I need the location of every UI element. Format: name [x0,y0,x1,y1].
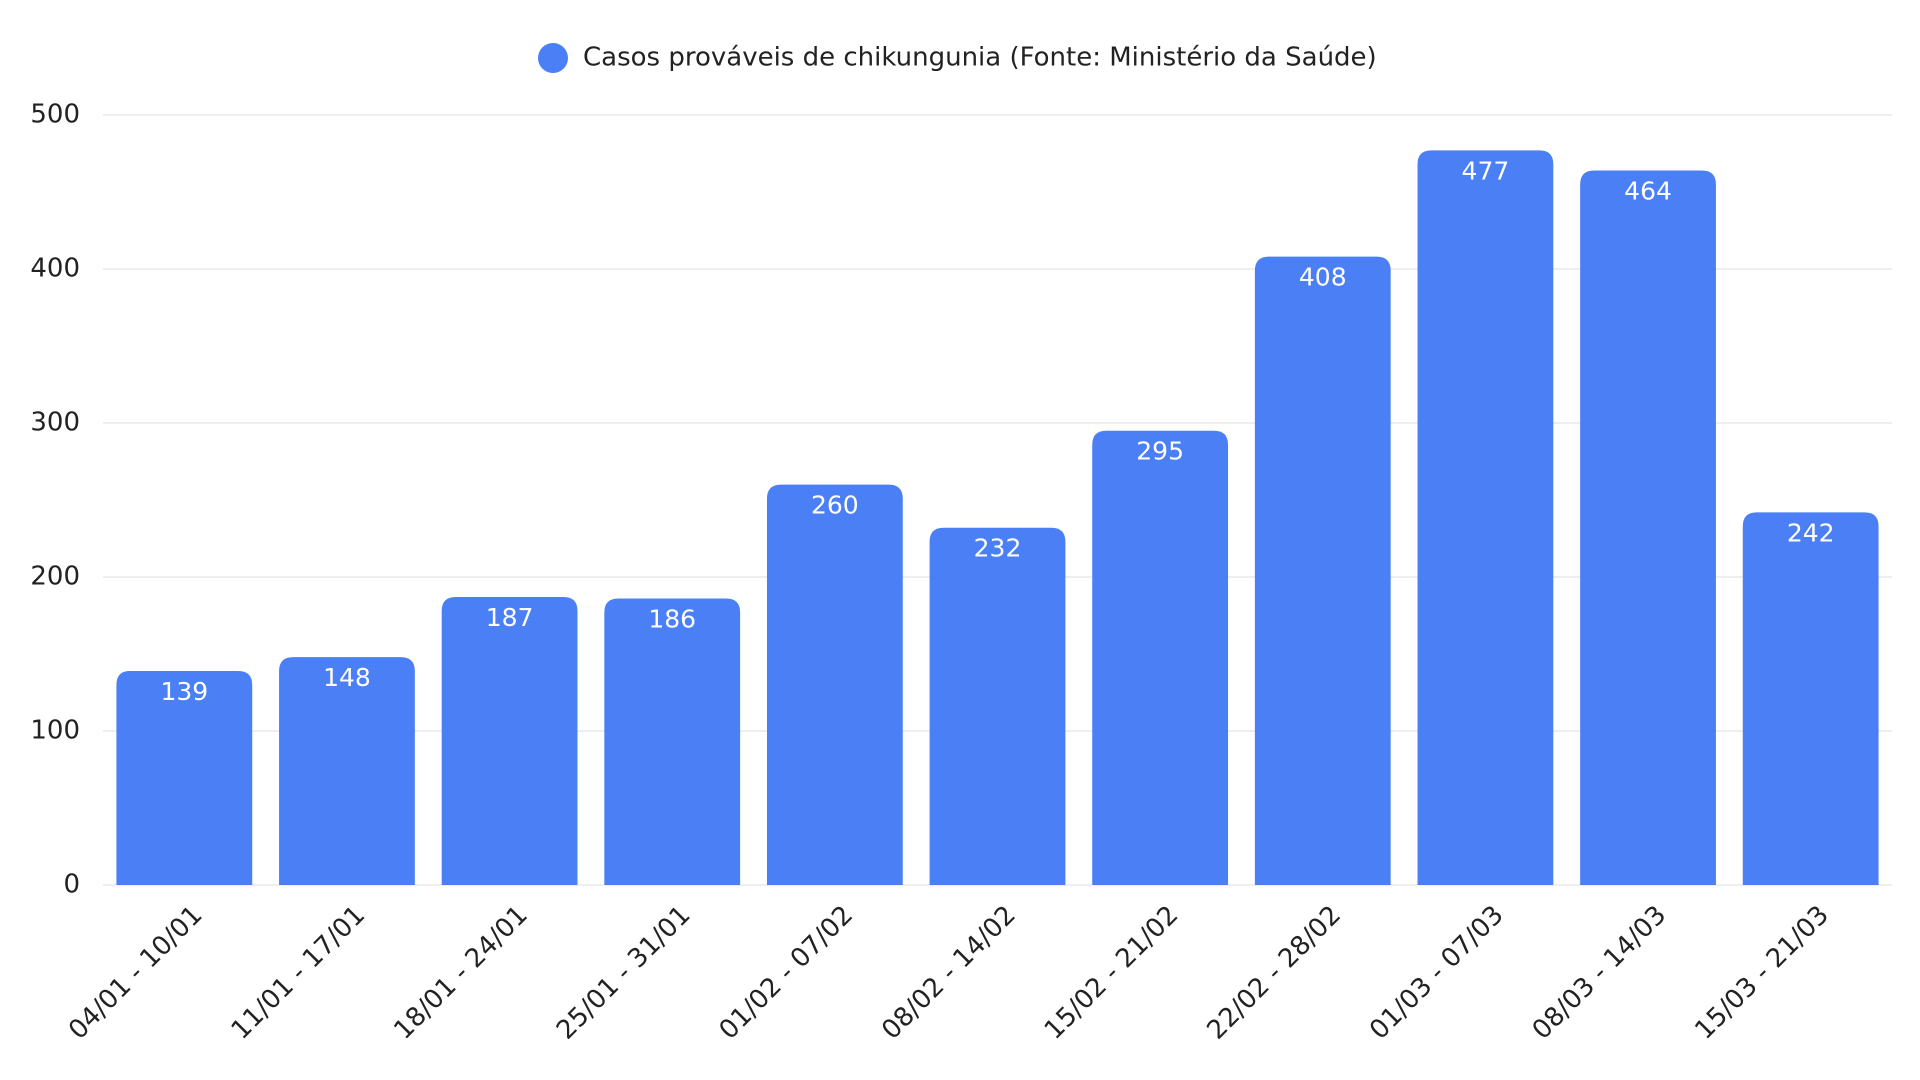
bar [929,527,1066,885]
y-tick-label: 100 [30,716,80,746]
bar [766,484,903,885]
x-tick-label: 18/01 - 24/01 [388,900,534,1046]
y-tick-label: 200 [30,562,80,592]
value-label: 295 [1136,437,1184,466]
value-label: 477 [1462,156,1510,185]
value-label: 242 [1787,518,1835,547]
value-label: 260 [811,491,859,520]
bar [116,670,253,885]
x-tick-label: 01/03 - 07/03 [1364,900,1510,1046]
value-label: 464 [1624,176,1672,205]
bar [1254,256,1391,885]
value-label: 148 [323,663,371,692]
bar [279,657,415,885]
x-tick-label: 08/03 - 14/03 [1527,900,1673,1046]
x-tick-label: 15/03 - 21/03 [1689,900,1835,1046]
value-label: 408 [1299,263,1347,292]
x-tick-label: 01/02 - 07/02 [714,900,860,1046]
legend-label: Casos prováveis de chikungunia (Fonte: M… [583,43,1377,73]
bar [1742,512,1879,885]
y-tick-label: 400 [30,254,80,284]
bar [1580,170,1716,885]
bar [604,598,741,885]
y-tick-label: 0 [63,870,80,900]
legend-marker [538,43,568,73]
y-tick-label: 500 [30,100,80,130]
y-tick-label: 300 [30,408,80,438]
value-label: 186 [648,605,696,634]
value-label: 139 [160,677,208,706]
bar [1092,430,1229,885]
value-label: 232 [974,534,1022,563]
x-tick-label: 22/02 - 28/02 [1202,900,1348,1046]
x-tick-label: 25/01 - 31/01 [551,900,697,1046]
x-tick-label: 15/02 - 21/02 [1039,900,1185,1046]
value-label: 187 [486,603,534,632]
bar [1417,150,1554,886]
x-tick-label: 08/02 - 14/02 [876,900,1022,1046]
bar [441,597,578,885]
x-tick-label: 11/01 - 17/01 [226,900,372,1046]
x-tick-label: 04/01 - 10/01 [63,900,209,1046]
